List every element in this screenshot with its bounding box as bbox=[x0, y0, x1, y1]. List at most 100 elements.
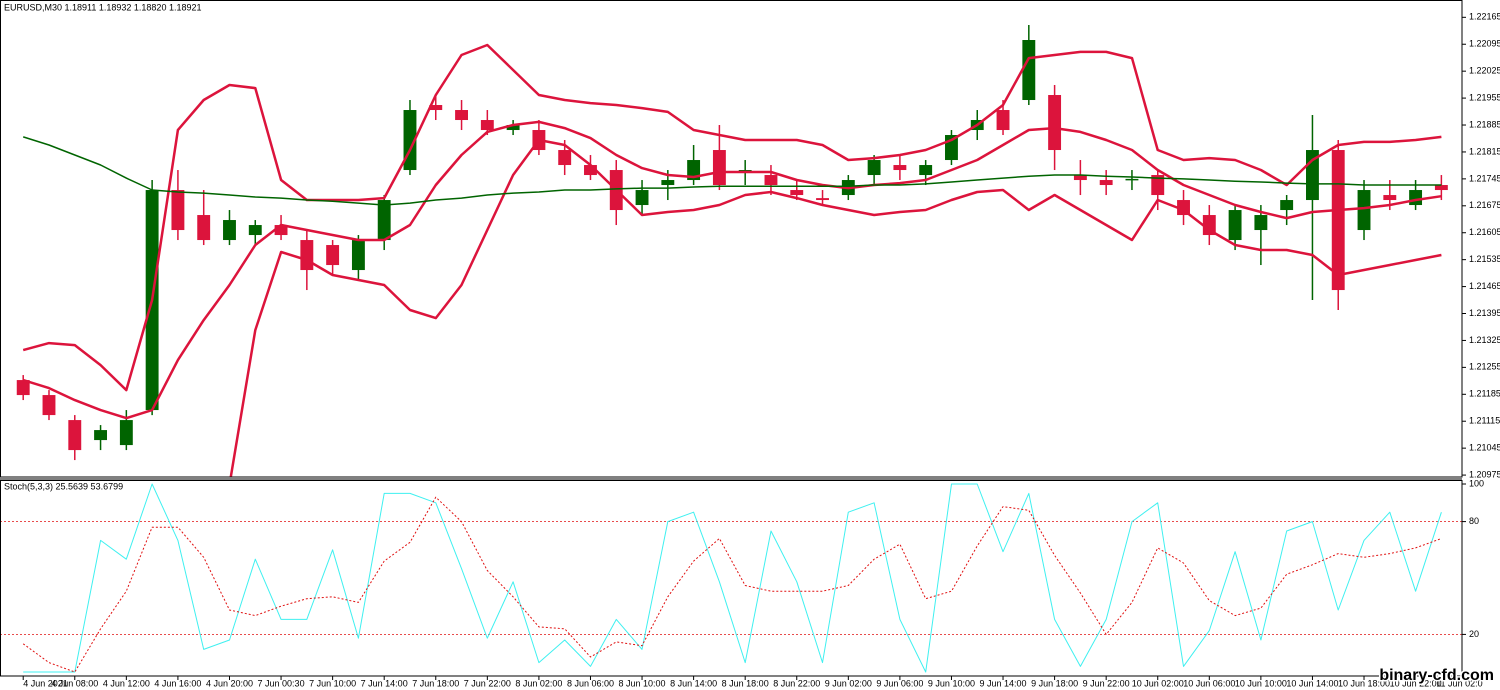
x-tick-label: 9 Jun 22:00 bbox=[1083, 678, 1130, 688]
x-tick-label: 10 Jun 14:00 bbox=[1286, 678, 1338, 688]
candle-body bbox=[1280, 200, 1294, 211]
x-tick-label: 10 Jun 06:00 bbox=[1183, 678, 1235, 688]
candle-body bbox=[893, 165, 907, 171]
y-tick-label: 1.21885 bbox=[1469, 119, 1500, 129]
candle-body bbox=[712, 150, 726, 186]
y-tick-label: 1.21185 bbox=[1469, 389, 1500, 399]
candle-body bbox=[1409, 190, 1423, 206]
x-tick-label: 4 Jun 20:00 bbox=[206, 678, 253, 688]
chart-title: EURUSD,M30 1.18911 1.18932 1.18820 1.189… bbox=[4, 2, 201, 12]
indicator-title: Stoch(5,3,3) 25.5639 53.6799 bbox=[4, 481, 123, 491]
x-tick-label: 4 Jun 2021 bbox=[23, 678, 68, 688]
x-tick-label: 11 Jun 02:0 bbox=[1436, 678, 1482, 688]
candle-body bbox=[171, 190, 185, 231]
candle-body bbox=[274, 225, 288, 236]
y-tick-label: 1.21745 bbox=[1469, 173, 1500, 183]
y-tick-label: 1.21675 bbox=[1469, 200, 1500, 210]
candle-body bbox=[558, 150, 572, 166]
x-tick-label: 10 Jun 02:00 bbox=[1132, 678, 1184, 688]
stochastic-panel bbox=[0, 483, 1462, 673]
candle-body bbox=[455, 110, 468, 121]
watermark: binary-cfd.com bbox=[1379, 667, 1494, 684]
candle-body bbox=[300, 240, 314, 271]
candle-body bbox=[1228, 210, 1242, 241]
candle-body bbox=[867, 160, 881, 176]
y-tick-label: 1.21115 bbox=[1469, 416, 1500, 426]
candle-body bbox=[790, 190, 804, 196]
candle-body bbox=[429, 105, 443, 111]
candle-body bbox=[94, 430, 108, 441]
indicator-line bbox=[22, 120, 1442, 420]
candle-body bbox=[1099, 180, 1113, 186]
x-tick-label: 9 Jun 18:00 bbox=[1031, 678, 1078, 688]
candle-body bbox=[377, 200, 391, 241]
candle-body bbox=[687, 160, 701, 181]
x-tick-label: 4 Jun 08:00 bbox=[51, 678, 98, 688]
candle-body bbox=[480, 120, 494, 131]
candle-body bbox=[42, 395, 56, 416]
x-tick-label: 8 Jun 10:00 bbox=[619, 678, 666, 688]
axes: 1.20975 1.21045 1.21115 1.21185 1.21255 1.213… bbox=[22, 12, 1500, 688]
y-tick-label: 1.22165 bbox=[1469, 12, 1500, 22]
candle-body bbox=[584, 165, 597, 176]
y-tick-label: 1.21955 bbox=[1469, 92, 1500, 102]
candle-body bbox=[1383, 195, 1397, 201]
y-tick-label: 1.21605 bbox=[1469, 227, 1500, 237]
y-tick-label: 1.20975 bbox=[1469, 469, 1500, 479]
candle-body bbox=[764, 175, 778, 186]
y-tick-label: 1.21395 bbox=[1469, 308, 1500, 318]
x-tick-label: 8 Jun 18:00 bbox=[722, 678, 769, 688]
y-tick-label: 1.21325 bbox=[1469, 335, 1500, 345]
y-tick-label: 20 bbox=[1469, 629, 1479, 639]
x-tick-label: 9 Jun 14:00 bbox=[980, 678, 1027, 688]
price-panel bbox=[16, 25, 1448, 477]
x-tick-label: 8 Jun 06:00 bbox=[567, 678, 614, 688]
x-tick-label: 7 Jun 00:30 bbox=[258, 678, 305, 688]
x-tick-label: 8 Jun 22:00 bbox=[773, 678, 820, 688]
candle-body bbox=[1125, 178, 1139, 181]
x-tick-label: 7 Jun 14:00 bbox=[361, 678, 408, 688]
y-tick-label: 1.21535 bbox=[1469, 254, 1500, 264]
x-tick-label: 8 Jun 02:00 bbox=[515, 678, 562, 688]
x-tick-label: 7 Jun 22:00 bbox=[464, 678, 511, 688]
candle-body bbox=[1022, 40, 1036, 101]
candle-body bbox=[661, 180, 675, 186]
indicator-line bbox=[23, 483, 1442, 673]
candle-body bbox=[506, 125, 520, 131]
x-tick-label: 4 Jun 12:00 bbox=[103, 678, 150, 688]
candle-body bbox=[1254, 215, 1268, 231]
candle-body bbox=[1434, 185, 1448, 191]
x-tick-label: 10 Jun 22:00 bbox=[1390, 678, 1442, 688]
candle-body bbox=[1151, 175, 1165, 196]
candle-body bbox=[1331, 150, 1345, 291]
indicator-line bbox=[229, 138, 1442, 477]
candle-body bbox=[248, 225, 262, 236]
candle-body bbox=[816, 198, 829, 201]
candle-body bbox=[16, 380, 30, 396]
indicator-line bbox=[22, 496, 1442, 673]
x-tick-label: 10 Jun 18:00 bbox=[1338, 678, 1390, 688]
y-tick-label: 1.21255 bbox=[1469, 362, 1500, 372]
y-tick-label: 1.21815 bbox=[1469, 146, 1500, 156]
candle-body bbox=[1048, 95, 1062, 151]
panel-separator bbox=[0, 477, 1462, 480]
x-tick-label: 7 Jun 10:00 bbox=[309, 678, 356, 688]
y-tick-label: 1.21465 bbox=[1469, 281, 1500, 291]
x-tick-label: 9 Jun 06:00 bbox=[876, 678, 923, 688]
candle-body bbox=[351, 240, 365, 271]
x-tick-label: 9 Jun 02:00 bbox=[825, 678, 872, 688]
candle-body bbox=[1202, 215, 1216, 236]
candle-body bbox=[223, 220, 236, 241]
candle-body bbox=[326, 245, 340, 266]
candle-body bbox=[197, 215, 211, 241]
x-tick-label: 4 Jun 16:00 bbox=[154, 678, 201, 688]
candle-body bbox=[119, 420, 133, 446]
y-tick-label: 100 bbox=[1469, 478, 1484, 488]
candle-body bbox=[635, 190, 649, 206]
x-tick-label: 9 Jun 10:00 bbox=[928, 678, 975, 688]
candle-body bbox=[919, 165, 933, 176]
indicator-line bbox=[22, 136, 1442, 206]
y-tick-label: 1.22025 bbox=[1469, 66, 1500, 76]
candle-body bbox=[1073, 175, 1087, 181]
